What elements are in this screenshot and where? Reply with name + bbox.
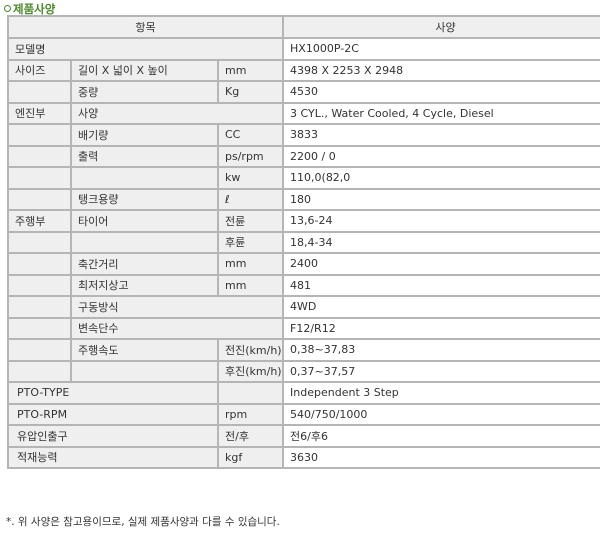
spec-table: 항목 사양 모델명 HX1000P-2C 사이즈 길이 X 넓이 X 높이 mm 4398… <box>6 15 600 469</box>
category-cell <box>7 187 72 211</box>
unit-cell <box>216 381 285 405</box>
unit-cell: ps/rpm <box>216 144 285 168</box>
item-cell: 타이어 <box>70 209 219 233</box>
table-row: 유압인출구 전/후 전6/후6 <box>7 424 600 448</box>
category-cell: 사이즈 <box>7 58 72 82</box>
table-row: 축간거리 mm 2400 <box>7 252 600 276</box>
value-cell: 4398 X 2253 X 2948 <box>282 58 600 82</box>
unit-cell: CC <box>216 123 285 147</box>
table-row: 사이즈 길이 X 넓이 X 높이 mm 4398 X 2253 X 2948 <box>7 58 600 82</box>
unit-cell: rpm <box>216 402 285 426</box>
item-cell: 중량 <box>70 80 219 104</box>
unit-cell: kgf <box>216 445 285 469</box>
value-cell: HX1000P-2C <box>282 37 600 61</box>
category-cell <box>7 273 72 297</box>
unit-cell: mm <box>216 58 285 82</box>
unit-cell: 전륜 <box>216 209 285 233</box>
table-row: 모델명 HX1000P-2C <box>6 37 600 61</box>
table-row: 주행속도 전진(km/h) 0,38~37,83 <box>7 338 600 362</box>
item-cell: 축간거리 <box>70 252 219 276</box>
table-row: kw 110,0(82,0 <box>7 166 600 190</box>
table-row: 주행부 타이어 전륜 13,6-24 <box>7 209 600 233</box>
table-row: 후륜 18,4-34 <box>7 230 600 254</box>
value-cell: 4WD <box>282 295 600 319</box>
item-cell <box>70 230 219 254</box>
category-cell <box>7 123 72 147</box>
value-cell: 110,0(82,0 <box>282 166 600 190</box>
category-cell: 주행부 <box>7 209 72 233</box>
item-cell: 배기량 <box>70 123 219 147</box>
table-row: 엔진부 사양 3 CYL., Water Cooled, 4 Cycle, Dies… <box>7 101 600 125</box>
bullet-icon <box>4 5 11 12</box>
table-row: 후진(km/h) 0,37~37,57 <box>7 359 600 383</box>
value-cell: 0,37~37,57 <box>282 359 600 383</box>
section-title-text: 제품사양 <box>13 2 56 16</box>
value-cell: 전6/후6 <box>282 424 600 448</box>
table-row: 배기량 CC 3833 <box>7 123 600 147</box>
unit-cell: Kg <box>216 80 285 104</box>
category-cell: PTO-RPM <box>7 402 219 426</box>
value-cell: 2200 / 0 <box>282 144 600 168</box>
value-cell: F12/R12 <box>282 316 600 340</box>
value-cell: 2400 <box>282 252 600 276</box>
category-cell <box>7 166 72 190</box>
item-cell <box>70 359 219 383</box>
value-cell: 3833 <box>282 123 600 147</box>
value-cell: 481 <box>282 273 600 297</box>
item-cell: 변속단수 <box>69 316 285 340</box>
table-row: PTO-RPM rpm 540/750/1000 <box>7 402 600 426</box>
category-cell <box>7 230 72 254</box>
item-cell: 탱크용량 <box>70 187 219 211</box>
disclaimer-note: *. 위 사양은 참고용이므로, 실제 제품사양과 다를 수 있습니다. <box>6 516 280 528</box>
category-cell <box>7 359 72 383</box>
table-row: 변속단수 F12/R12 <box>7 316 600 340</box>
category-cell <box>7 338 72 362</box>
category-cell: 엔진부 <box>7 101 72 125</box>
value-cell: 18,4-34 <box>282 230 600 254</box>
category-cell <box>7 144 72 168</box>
value-cell: 4530 <box>282 80 600 104</box>
category-cell: PTO-TYPE <box>7 381 219 405</box>
table-row: 출력 ps/rpm 2200 / 0 <box>7 144 600 168</box>
value-cell: 180 <box>282 187 600 211</box>
table-header: 항목 사양 <box>6 15 600 39</box>
category-cell <box>7 80 72 104</box>
unit-cell: kw <box>216 166 285 190</box>
unit-cell: 전/후 <box>216 424 285 448</box>
unit-cell: mm <box>216 252 285 276</box>
value-cell: Independent 3 Step <box>282 381 600 405</box>
category-cell <box>7 316 72 340</box>
item-cell <box>70 166 219 190</box>
item-cell: 구동방식 <box>69 295 285 319</box>
header-item: 항목 <box>6 15 285 39</box>
table-row: 탱크용량 ℓ 180 <box>7 187 600 211</box>
table-row: PTO-TYPE Independent 3 Step <box>7 381 600 405</box>
item-cell: 길이 X 넓이 X 높이 <box>70 58 219 82</box>
unit-cell: ℓ <box>216 187 285 211</box>
category-cell <box>7 252 72 276</box>
value-cell: 0,38~37,83 <box>282 338 600 362</box>
header-spec: 사양 <box>282 15 600 39</box>
unit-cell: 전진(km/h) <box>216 338 285 362</box>
value-cell: 540/750/1000 <box>282 402 600 426</box>
table-row: 중량 Kg 4530 <box>7 80 600 104</box>
category-cell: 유압인출구 <box>7 424 219 448</box>
value-cell: 3 CYL., Water Cooled, 4 Cycle, Diesel <box>282 101 600 125</box>
item-cell: 주행속도 <box>70 338 219 362</box>
value-cell: 3630 <box>282 445 600 469</box>
category-cell: 모델명 <box>6 37 285 61</box>
section-title: 제품사양 <box>4 1 55 17</box>
unit-cell: mm <box>216 273 285 297</box>
category-cell <box>7 295 72 319</box>
table-row: 적재능력 kgf 3630 <box>7 445 600 469</box>
unit-cell: 후진(km/h) <box>216 359 285 383</box>
value-cell: 13,6-24 <box>282 209 600 233</box>
category-cell: 적재능력 <box>7 445 219 469</box>
table-row: 구동방식 4WD <box>7 295 600 319</box>
item-cell: 사양 <box>69 101 285 125</box>
item-cell: 출력 <box>70 144 219 168</box>
table-row: 최저지상고 mm 481 <box>7 273 600 297</box>
item-cell: 최저지상고 <box>70 273 219 297</box>
unit-cell: 후륜 <box>216 230 285 254</box>
